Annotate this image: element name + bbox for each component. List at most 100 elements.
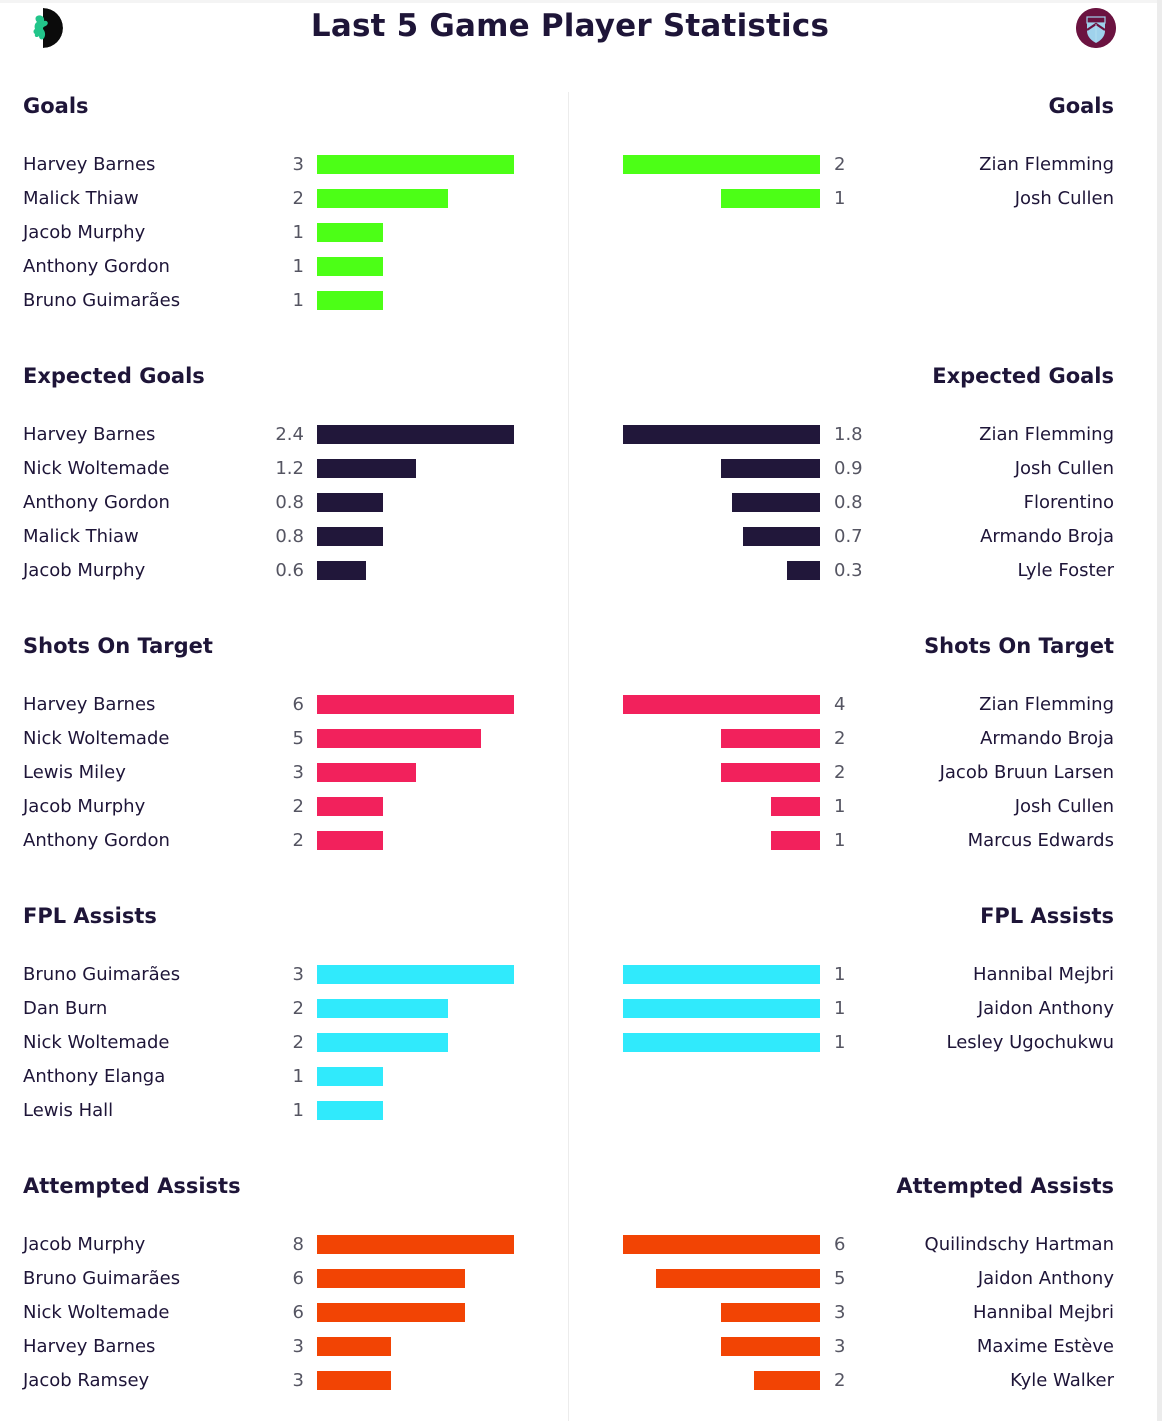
home-player-row: Bruno Guimarães 3 [0,958,568,992]
stat-value: 0.6 [275,560,304,581]
player-name: Hannibal Mejbri [973,964,1114,985]
home-section-title: Attempted Assists [23,1174,241,1198]
away-player-row: Josh Cullen 0.9 [568,452,1140,486]
player-name: Kyle Walker [1010,1370,1114,1391]
away-player-row: Josh Cullen 1 [568,790,1140,824]
away-section-title: Expected Goals [932,364,1114,388]
stat-bar [787,561,820,580]
player-name: Zian Flemming [979,694,1114,715]
stat-bar [317,459,416,478]
stat-value: 6 [292,694,304,715]
stat-value: 3 [834,1336,846,1357]
stat-bar [317,729,481,748]
player-name: Anthony Gordon [23,830,170,851]
player-name: Nick Woltemade [23,1032,170,1053]
stat-value: 1 [292,222,304,243]
stat-bar [623,1235,820,1254]
player-name: Jacob Murphy [23,1234,146,1255]
home-player-row: Anthony Gordon 2 [0,824,568,858]
away-team-crest-icon [1076,8,1116,48]
stat-section-goals: Goals Goals Harvey Barnes 3 Malick Thiaw 2 Jac… [0,0,1140,311]
player-name: Lesley Ugochukwu [946,1032,1115,1053]
home-player-row: Nick Woltemade 2 [0,1026,568,1060]
stat-bar [317,1101,383,1120]
stat-value: 1 [834,998,846,1019]
home-section-title: FPL Assists [23,904,157,928]
away-player-row: Kyle Walker 2 [568,1364,1140,1398]
player-name: Hannibal Mejbri [973,1302,1114,1323]
stat-value: 3 [292,154,304,175]
away-player-row: Marcus Edwards 1 [568,824,1140,858]
stat-value: 2 [292,1032,304,1053]
away-player-row: Hannibal Mejbri 3 [568,1296,1140,1330]
stat-bar [317,425,514,444]
away-player-row: Florentino 0.8 [568,486,1140,520]
away-player-row: Jaidon Anthony 1 [568,992,1140,1026]
home-player-row: Harvey Barnes 6 [0,688,568,722]
stat-value: 0.3 [834,560,863,581]
player-name: Nick Woltemade [23,458,170,479]
stat-bar [317,189,448,208]
stat-bar [732,493,820,512]
stat-bar [317,1269,465,1288]
stat-value: 1.2 [275,458,304,479]
home-player-row: Lewis Hall 1 [0,1094,568,1128]
player-name: Anthony Elanga [23,1066,166,1087]
stat-bar [721,729,820,748]
stat-bar [317,291,383,310]
stat-value: 2 [834,728,846,749]
player-name: Lewis Miley [23,762,126,783]
stat-value: 3 [292,1336,304,1357]
page-header: Last 5 Game Player Statistics [0,0,1140,60]
player-name: Jaidon Anthony [977,1268,1114,1289]
stat-bar [317,763,416,782]
stat-value: 0.9 [834,458,863,479]
home-player-row: Nick Woltemade 5 [0,722,568,756]
away-player-row: Zian Flemming 2 [568,148,1140,182]
away-player-row: Quilindschy Hartman 6 [568,1228,1140,1262]
stat-bar [317,1371,391,1390]
player-name: Jacob Bruun Larsen [939,762,1114,783]
away-player-row: Zian Flemming 4 [568,688,1140,722]
stat-bar [317,831,383,850]
stat-section-fpl-assists: FPL Assists FPL Assists Bruno Guimarães 3 Da… [0,810,1140,1121]
home-player-row: Malick Thiaw 0.8 [0,520,568,554]
player-name: Malick Thiaw [23,526,139,547]
player-name: Bruno Guimarães [23,290,181,311]
player-name: Jaidon Anthony [977,998,1114,1019]
player-name: Jacob Murphy [23,560,146,581]
player-name: Anthony Gordon [23,256,170,277]
scrollbar-track[interactable] [1157,0,1162,1421]
stat-value: 3 [834,1302,846,1323]
stat-bar [623,155,820,174]
home-player-row: Dan Burn 2 [0,992,568,1026]
away-player-row: Lesley Ugochukwu 1 [568,1026,1140,1060]
stat-bar [317,965,514,984]
stat-bar [317,1235,514,1254]
player-name: Bruno Guimarães [23,1268,181,1289]
stat-value: 2 [834,154,846,175]
player-name: Nick Woltemade [23,1302,170,1323]
stat-value: 1 [834,964,846,985]
stat-value: 2 [834,1370,846,1391]
home-player-row: Harvey Barnes 3 [0,148,568,182]
home-player-row: Jacob Murphy 2 [0,790,568,824]
stat-value: 2 [292,998,304,1019]
stat-value: 1 [292,256,304,277]
stat-value: 0.8 [834,492,863,513]
stat-value: 6 [292,1302,304,1323]
player-name: Zian Flemming [979,424,1114,445]
player-name: Jacob Murphy [23,796,146,817]
player-name: Harvey Barnes [23,694,156,715]
stat-bar [317,797,383,816]
stat-bar [721,1337,820,1356]
stat-section-attempted-assists: Attempted Assists Attempted Assists Jacob … [0,1080,1140,1391]
stat-section-expected-goals: Expected Goals Expected Goals Harvey Barne… [0,270,1140,581]
stat-bar [754,1371,820,1390]
home-player-row: Harvey Barnes 2.4 [0,418,568,452]
player-name: Lyle Foster [1017,560,1114,581]
player-name: Armando Broja [980,728,1114,749]
home-player-row: Lewis Miley 3 [0,756,568,790]
player-name: Harvey Barnes [23,154,156,175]
home-team-crest-icon [23,8,63,48]
